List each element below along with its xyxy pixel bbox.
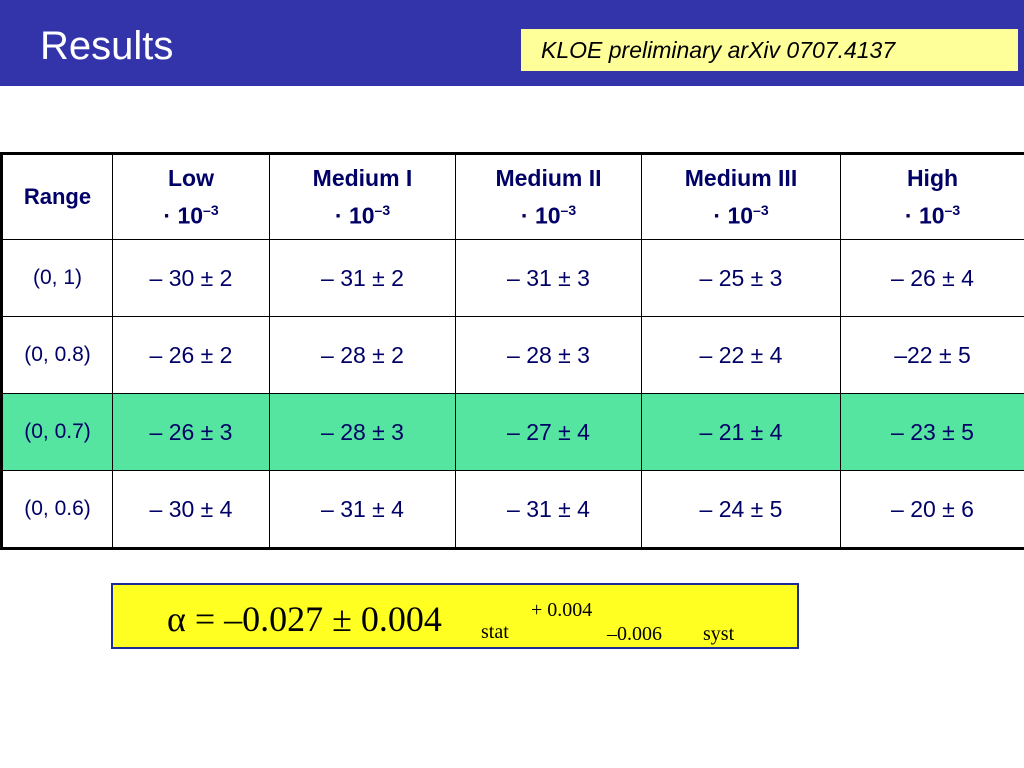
table-row: (0, 0.6) – 30 ± 4 – 31 ± 4 – 31 ± 4 – 24… xyxy=(1,470,1024,549)
table-cell: – 31 ± 3 xyxy=(455,239,642,317)
col-header-medium-i: Medium I · 10–3 xyxy=(269,153,456,240)
table-cell: – 30 ± 4 xyxy=(112,470,270,549)
table-cell: – 23 ± 5 xyxy=(840,393,1024,471)
row-range-label: (0, 1) xyxy=(1,239,113,317)
formula-stat-label: stat xyxy=(481,621,509,643)
table-cell: – 27 ± 4 xyxy=(455,393,642,471)
reference-box: KLOE preliminary arXiv 0707.4137 xyxy=(521,29,1018,71)
table-cell: – 21 ± 4 xyxy=(641,393,841,471)
result-formula-box: α = –0.027 ± 0.004 stat + 0.004 –0.006 s… xyxy=(111,583,799,649)
table-cell: – 31 ± 4 xyxy=(269,470,456,549)
table-cell: – 20 ± 6 xyxy=(840,470,1024,549)
formula-main: α = –0.027 ± 0.004 xyxy=(167,599,442,639)
table-row-highlighted: (0, 0.7) – 26 ± 3 – 28 ± 3 – 27 ± 4 – 21… xyxy=(1,393,1024,471)
table-row: (0, 0.8) – 26 ± 2 – 28 ± 2 – 28 ± 3 – 22… xyxy=(1,316,1024,394)
table-row: (0, 1) – 30 ± 2 – 31 ± 2 – 31 ± 3 – 25 ±… xyxy=(1,239,1024,317)
results-table: Range Low · 10–3 Medium I · 10–3 Medium … xyxy=(0,152,1024,550)
table-cell: – 26 ± 2 xyxy=(112,316,270,394)
col-header-low: Low · 10–3 xyxy=(112,153,270,240)
table-cell: – 31 ± 4 xyxy=(455,470,642,549)
table-cell: – 28 ± 3 xyxy=(269,393,456,471)
col-header-medium-ii: Medium II · 10–3 xyxy=(455,153,642,240)
table-header-row: Range Low · 10–3 Medium I · 10–3 Medium … xyxy=(1,153,1024,240)
table-cell: – 26 ± 4 xyxy=(840,239,1024,317)
formula-syst-minus: –0.006 xyxy=(607,623,662,645)
col-header-high: High · 10–3 xyxy=(840,153,1024,240)
table-cell: –22 ± 5 xyxy=(840,316,1024,394)
row-range-label: (0, 0.6) xyxy=(1,470,113,549)
table-cell: – 26 ± 3 xyxy=(112,393,270,471)
title-bar: Results KLOE preliminary arXiv 0707.4137 xyxy=(0,0,1024,86)
table-cell: – 28 ± 2 xyxy=(269,316,456,394)
col-header-medium-iii: Medium III · 10–3 xyxy=(641,153,841,240)
row-range-label: (0, 0.7) xyxy=(1,393,113,471)
table-cell: – 24 ± 5 xyxy=(641,470,841,549)
formula-syst-plus: + 0.004 xyxy=(531,599,593,621)
table-cell: – 30 ± 2 xyxy=(112,239,270,317)
table-cell: – 25 ± 3 xyxy=(641,239,841,317)
table-cell: – 28 ± 3 xyxy=(455,316,642,394)
formula-syst-label: syst xyxy=(703,623,735,645)
row-range-label: (0, 0.8) xyxy=(1,316,113,394)
table-cell: – 31 ± 2 xyxy=(269,239,456,317)
slide-title: Results xyxy=(40,24,174,68)
table-cell: – 22 ± 4 xyxy=(641,316,841,394)
col-header-range: Range xyxy=(1,153,113,240)
